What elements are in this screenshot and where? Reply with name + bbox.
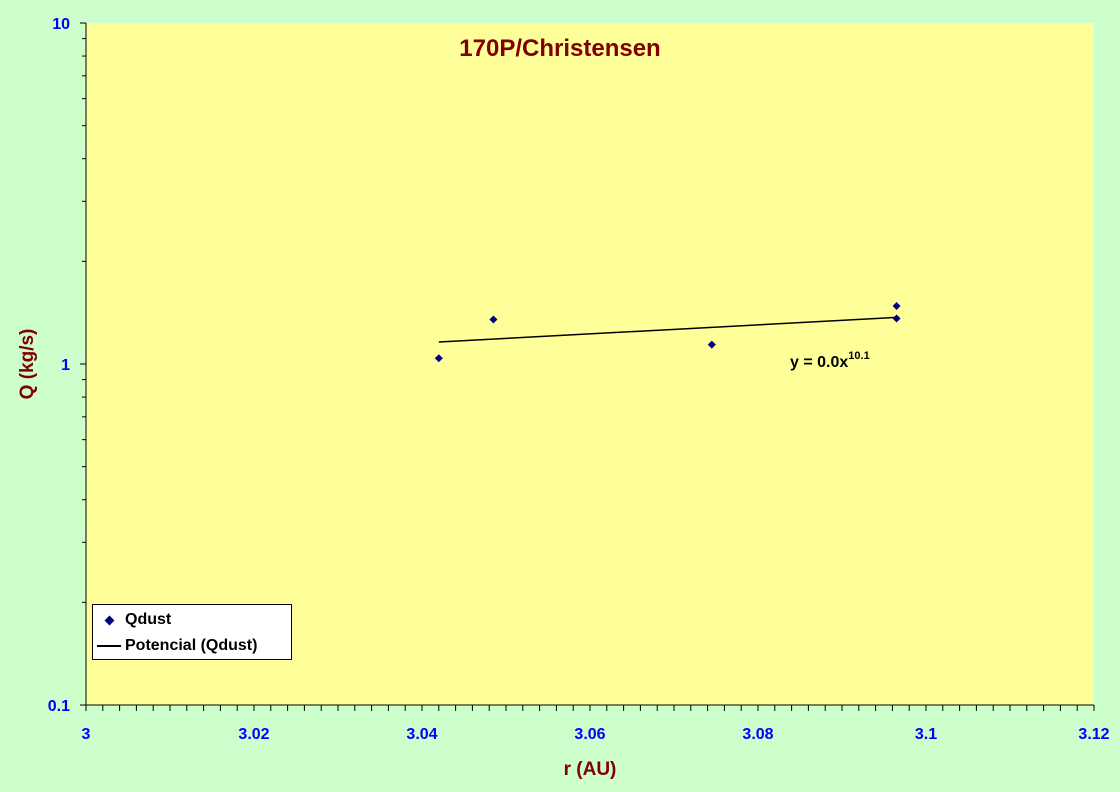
legend-item-qdust: Qdust xyxy=(93,610,171,630)
x-tick-label: 3.02 xyxy=(238,726,269,743)
plot-area xyxy=(86,23,1094,705)
legend: Qdust Potencial (Qdust) xyxy=(92,604,292,660)
trendline-group xyxy=(438,316,897,343)
data-point xyxy=(707,340,716,349)
legend-line-icon xyxy=(93,645,125,647)
x-tick-label: 3.08 xyxy=(742,726,773,743)
legend-label: Qdust xyxy=(125,611,172,628)
legend-diamond-icon xyxy=(93,615,125,625)
equation-base: y = 0.0x xyxy=(790,354,848,371)
trendline xyxy=(438,316,897,343)
equation-exponent: 10.1 xyxy=(848,350,869,362)
x-tick-label: 3.04 xyxy=(406,726,437,743)
x-tick-label: 3.06 xyxy=(574,726,605,743)
trendline-equation: y = 0.0x10.1 xyxy=(790,350,870,371)
y-axis-title: Q (kg/s) xyxy=(17,329,38,400)
data-point xyxy=(434,354,443,363)
legend-item-potencial: Potencial (Qdust) xyxy=(93,636,257,656)
data-point xyxy=(489,315,498,324)
chart-title: 170P/Christensen xyxy=(459,35,660,62)
data-point xyxy=(892,301,901,310)
x-tick-label: 3.12 xyxy=(1078,726,1109,743)
y-tick-label: 1 xyxy=(61,357,70,374)
y-tick-label: 10 xyxy=(52,16,70,33)
legend-label: Potencial (Qdust) xyxy=(125,637,258,654)
x-tick-label: 3 xyxy=(82,726,91,743)
data-point xyxy=(892,314,901,323)
y-tick-label: 0.1 xyxy=(48,698,70,715)
points-group xyxy=(434,301,901,363)
ticks: 3 3.02 3.04 3.06 3.08 3.1 3.12 0.1 1 10 xyxy=(48,16,1110,743)
x-axis-title: r (AU) xyxy=(564,759,617,780)
x-tick-label: 3.1 xyxy=(915,726,937,743)
